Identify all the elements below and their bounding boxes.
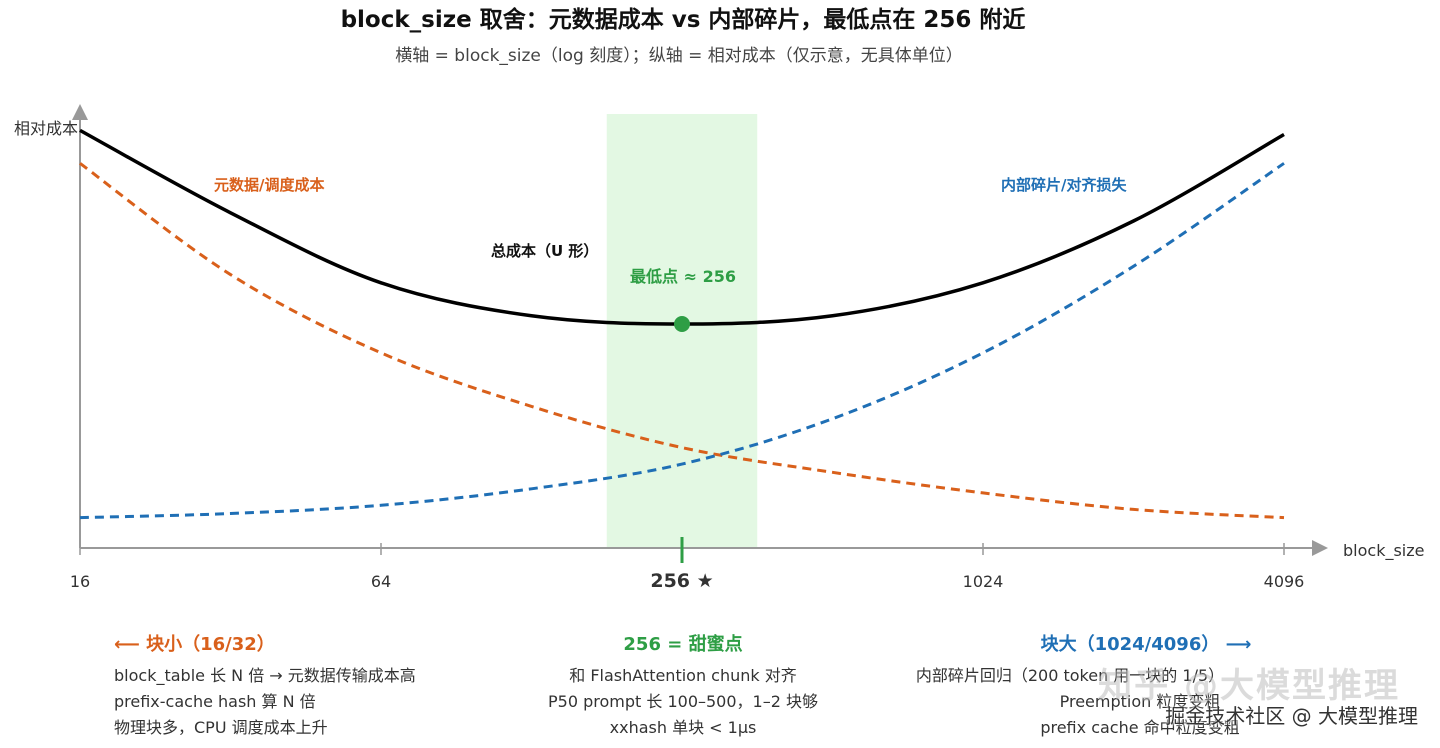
axes: 相对成本 block_size xyxy=(14,104,1424,561)
series-label-fragmentation: 内部碎片/对齐损失 xyxy=(1001,176,1127,194)
series-metadata-cost xyxy=(79,162,1285,520)
series-lines xyxy=(79,128,1285,520)
annotation-large-line: prefix cache 命中粒度变粗 xyxy=(1040,718,1239,737)
x-tick-label: 1024 xyxy=(963,572,1004,591)
annotation-large-line: Preemption 粒度变粗 xyxy=(1060,692,1221,711)
x-tick-label: 64 xyxy=(371,572,391,591)
x-axis-arrow xyxy=(1312,540,1328,556)
chart-title: block_size 取舍：元数据成本 vs 内部碎片，最低点在 256 附近 xyxy=(341,6,1026,33)
x-tick-label: 4096 xyxy=(1264,572,1305,591)
x-tick-label: 256 ★ xyxy=(650,570,713,592)
annotation-small-line: block_table 长 N 倍 → 元数据传输成本高 xyxy=(114,666,416,686)
annotation-large-heading: 块大（1024/4096） ⟶ xyxy=(1041,633,1252,655)
annotation-small-line: 物理块多，CPU 调度成本上升 xyxy=(114,718,328,737)
annotation-small-line: prefix-cache hash 算 N 倍 xyxy=(114,692,316,711)
series-label-total: 总成本（U 形） xyxy=(491,242,598,260)
x-ticks: 16 64 256 ★ 1024 4096 xyxy=(70,537,1305,592)
annotation-sweet-line: P50 prompt 长 100–500，1–2 块够 xyxy=(548,692,818,711)
annotation-sweet-heading: 256 = 甜蜜点 xyxy=(623,633,742,655)
annotation-sweet-line: 和 FlashAttention chunk 对齐 xyxy=(569,666,797,685)
x-tick-label: 16 xyxy=(70,572,90,591)
series-fragmentation-cost xyxy=(79,162,1285,520)
minimum-point xyxy=(674,316,690,332)
annotation-sweet-line: xxhash 单块 < 1μs xyxy=(610,718,757,737)
y-axis-arrow xyxy=(72,104,88,120)
annotation-small-heading: ⟵ 块小（16/32） xyxy=(114,634,275,655)
series-label-metadata: 元数据/调度成本 xyxy=(214,176,324,194)
annotation-large-line: 内部碎片回归（200 token 用一块的 1/5） xyxy=(916,666,1224,685)
chart-subtitle: 横轴 = block_size（log 刻度）；纵轴 = 相对成本（仅示意，无具… xyxy=(395,46,963,66)
x-axis-label: block_size xyxy=(1343,541,1424,561)
minimum-point-label: 最低点 ≈ 256 xyxy=(630,267,736,286)
annotations: ⟵ 块小（16/32） block_table 长 N 倍 → 元数据传输成本高… xyxy=(114,633,1251,737)
series-labels: 元数据/调度成本 内部碎片/对齐损失 总成本（U 形） 最低点 ≈ 256 xyxy=(214,176,1127,286)
y-axis-label: 相对成本 xyxy=(14,119,78,138)
